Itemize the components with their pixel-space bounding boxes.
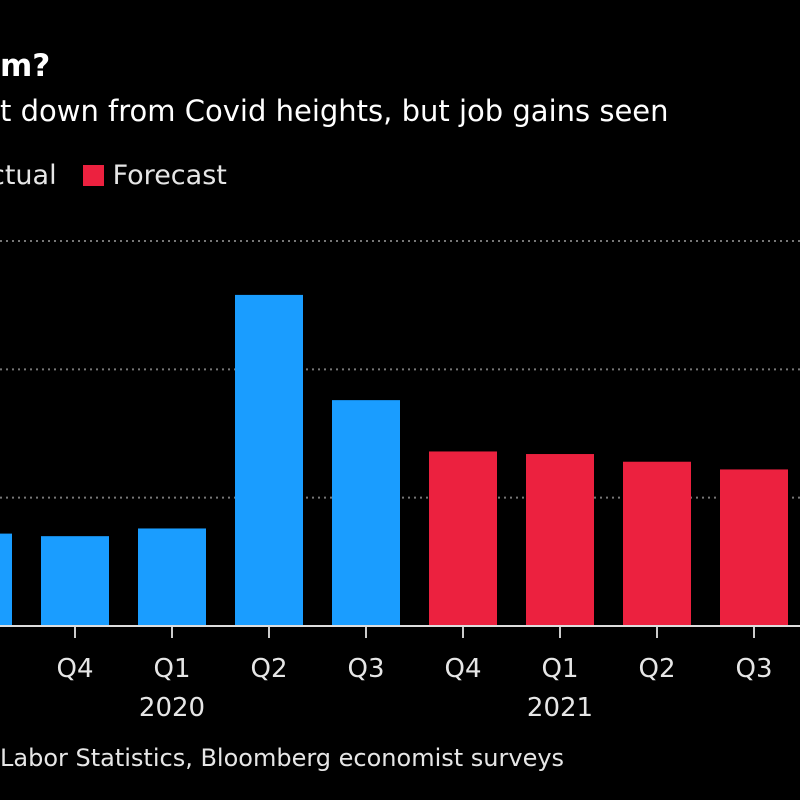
legend: Actual Forecast	[0, 160, 227, 191]
bar-forecast	[526, 454, 594, 626]
bar-actual	[235, 294, 303, 626]
bar-actual	[138, 528, 206, 626]
x-tick-label: Q1	[541, 654, 578, 684]
chart-subtitle: t down from Covid heights, but job gains…	[0, 94, 669, 128]
bar-actual	[41, 536, 109, 626]
x-tick-label: Q4	[56, 654, 93, 684]
bar-forecast	[623, 461, 691, 626]
x-tick-label: Q3	[347, 654, 384, 684]
year-label: 2020	[139, 693, 205, 723]
bar-actual	[0, 533, 12, 626]
x-tick-label: Q1	[153, 654, 190, 684]
legend-forecast-label: Forecast	[112, 160, 227, 191]
bar-forecast	[720, 469, 788, 626]
source-footer: Labor Statistics, Bloomberg economist su…	[0, 744, 565, 772]
legend-actual-label: Actual	[0, 160, 57, 191]
x-tick-label: Q2	[638, 654, 675, 684]
bar-forecast	[429, 451, 497, 626]
bar-actual	[332, 400, 400, 626]
chart-title: m?	[0, 48, 51, 84]
x-tick-label: Q3	[735, 654, 772, 684]
year-label: 2021	[527, 693, 593, 723]
x-tick-label: Q4	[444, 654, 481, 684]
x-tick-label: Q2	[250, 654, 287, 684]
legend-forecast-swatch	[82, 165, 104, 186]
